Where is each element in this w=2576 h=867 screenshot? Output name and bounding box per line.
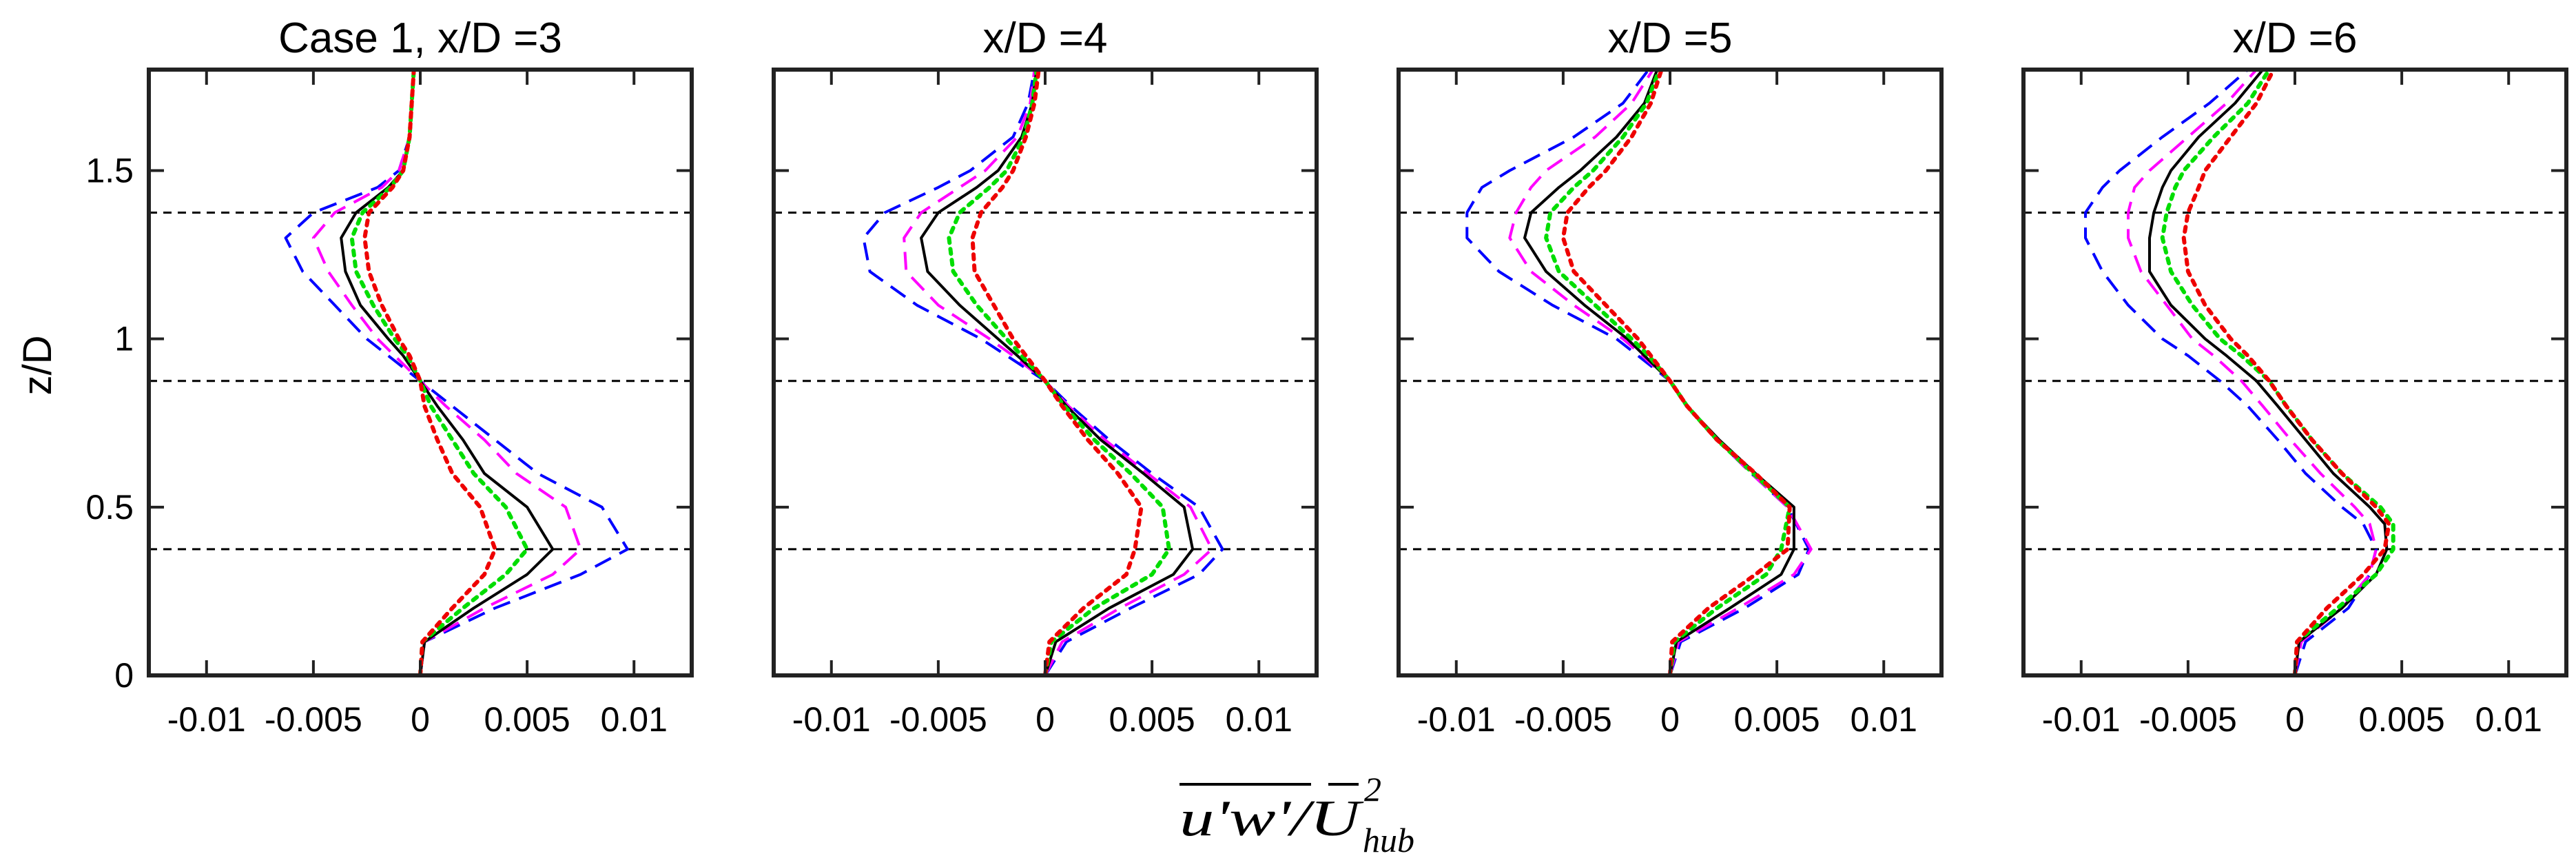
- x-tick-label: 0.005: [2359, 700, 2445, 739]
- y-axis-label: z/D: [15, 336, 60, 396]
- x-tick-label: 0: [411, 700, 430, 739]
- series-line: [862, 70, 1224, 675]
- series-line: [903, 70, 1213, 675]
- y-axis-label-text: z/D: [15, 336, 60, 396]
- x-tick-label: 0.005: [1734, 700, 1820, 739]
- axes-box: [147, 68, 694, 677]
- x-tick-label: -0.005: [889, 700, 987, 739]
- panel-4: x/D =6 -0.01 -0.005 0 0.005 0.01: [2021, 14, 2568, 739]
- series-line: [2181, 70, 2391, 675]
- panels: Case 1, x/D =3 -0.01 -0.005 0 0.005 0.01 0 0.5 1…: [85, 14, 2568, 739]
- x-tick-label: 0.01: [601, 700, 668, 739]
- series-line: [1523, 70, 1795, 675]
- series-line: [2148, 70, 2389, 675]
- y-tick-label: 1.5: [85, 152, 134, 190]
- x-tick-label: 0.01: [1226, 700, 1292, 739]
- x-axis-label: u'w'/U 2 hub: [1179, 770, 1414, 859]
- x-tick-label: 0: [1660, 700, 1680, 739]
- series-line: [947, 70, 1171, 675]
- x-tick-label: 0.005: [484, 700, 570, 739]
- x-tick-label: -0.005: [1514, 700, 1612, 739]
- series-line: [2127, 70, 2378, 675]
- series-line: [1544, 70, 1792, 675]
- panel-1: Case 1, x/D =3 -0.01 -0.005 0 0.005 0.01 0 0.5 1…: [85, 14, 694, 739]
- x-tick-label: 0.01: [1851, 700, 1917, 739]
- axes-box: [1397, 68, 1944, 677]
- series-group: [862, 70, 1224, 675]
- x-tick-label: -0.01: [792, 700, 871, 739]
- x-tick-label: -0.01: [2042, 700, 2121, 739]
- series-line: [311, 70, 582, 675]
- panel-title: x/D =6: [2233, 14, 2358, 62]
- axes-box: [772, 68, 1319, 677]
- x-tick-label: 0.005: [1109, 700, 1195, 739]
- x-tick-label: -0.01: [167, 700, 246, 739]
- series-group: [284, 70, 629, 675]
- x-axis-label-subscript: hub: [1363, 821, 1414, 859]
- series-group: [1465, 70, 1813, 675]
- series-line: [362, 70, 497, 675]
- x-tick-label: 0.01: [2475, 700, 2542, 739]
- x-axis-label-superscript: 2: [1364, 770, 1381, 808]
- series-line: [1465, 70, 1811, 675]
- series-line: [920, 70, 1195, 675]
- x-tick-label: 0: [2285, 700, 2305, 739]
- panel-title: x/D =4: [983, 14, 1108, 62]
- x-tick-label: 0: [1035, 700, 1055, 739]
- series-line: [1508, 70, 1813, 675]
- x-axis-label-text: u'w'/U: [1179, 790, 1364, 847]
- x-tick-label: -0.005: [2139, 700, 2237, 739]
- y-tick-label: 1: [114, 320, 134, 358]
- panel-title: x/D =5: [1608, 14, 1733, 62]
- y-tick-label: 0.5: [85, 488, 134, 527]
- series-line: [970, 70, 1144, 675]
- series-line: [349, 70, 530, 675]
- axes-box: [2021, 68, 2568, 677]
- series-group: [2084, 70, 2395, 675]
- series-line: [284, 70, 629, 675]
- y-tick-label: 0: [114, 656, 134, 695]
- panel-2: x/D =4 -0.01 -0.005 0 0.005 0.01: [772, 14, 1319, 739]
- x-tick-label: -0.01: [1417, 700, 1496, 739]
- x-tick-label: -0.005: [265, 700, 362, 739]
- panel-3: x/D =5 -0.01 -0.005 0 0.005 0.01: [1397, 14, 1944, 739]
- series-line: [2160, 70, 2395, 675]
- series-line: [340, 70, 555, 675]
- series-line: [1560, 70, 1792, 675]
- panel-title: Case 1, x/D =3: [278, 14, 562, 62]
